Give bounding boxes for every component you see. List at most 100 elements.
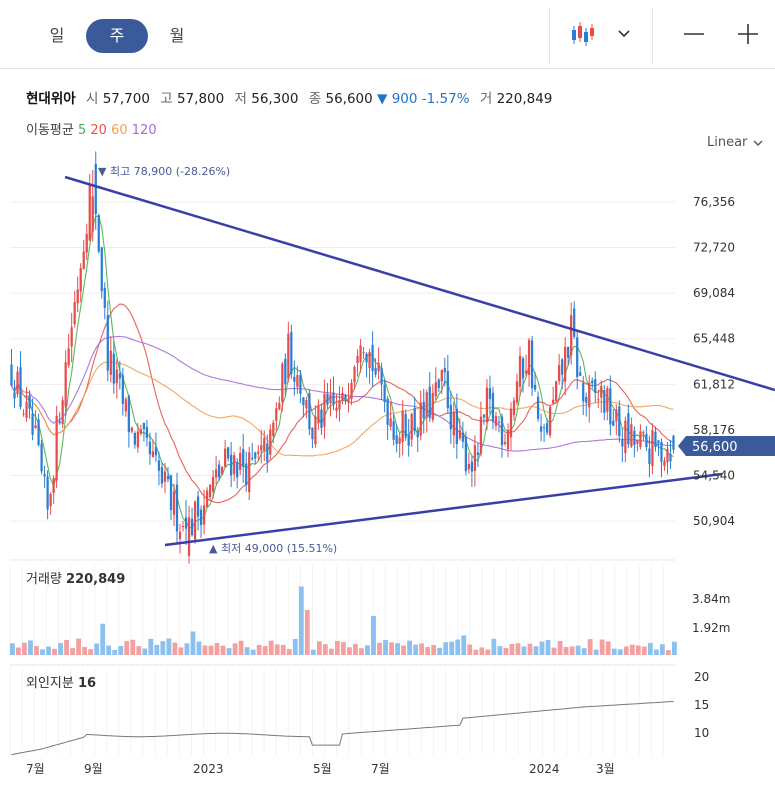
candle bbox=[323, 393, 326, 427]
volume-bar bbox=[629, 644, 635, 655]
candle bbox=[124, 399, 127, 412]
candle bbox=[25, 401, 28, 418]
candle bbox=[518, 355, 522, 387]
candle bbox=[320, 409, 323, 428]
candle bbox=[227, 447, 230, 459]
volume-bar bbox=[593, 649, 599, 655]
zoom-in-icon[interactable] bbox=[728, 14, 768, 54]
candle bbox=[654, 431, 657, 448]
candle bbox=[64, 362, 67, 407]
chevron-down-icon[interactable] bbox=[612, 14, 636, 54]
volume-bar bbox=[443, 642, 449, 655]
candle bbox=[248, 452, 251, 493]
candle bbox=[329, 394, 332, 404]
volume-bar bbox=[160, 641, 166, 655]
volume-bar bbox=[334, 640, 340, 655]
candle bbox=[218, 464, 221, 478]
ma120-label: 120 bbox=[131, 123, 157, 138]
candle bbox=[488, 388, 492, 400]
volume-bar bbox=[16, 647, 21, 655]
candle bbox=[326, 393, 329, 405]
upper-trendline bbox=[64, 175, 775, 392]
volume-bar bbox=[569, 646, 575, 655]
candle bbox=[290, 331, 293, 374]
high-value: 57,800 bbox=[176, 91, 225, 107]
candle bbox=[362, 352, 365, 354]
candle bbox=[512, 400, 516, 416]
candle-type-button[interactable] bbox=[566, 14, 606, 54]
ma120-line bbox=[11, 335, 674, 452]
volume-bar bbox=[298, 586, 304, 655]
candle bbox=[669, 453, 672, 462]
candle bbox=[302, 397, 305, 406]
volume-bar bbox=[563, 646, 569, 655]
candle bbox=[299, 374, 302, 394]
candle bbox=[169, 475, 173, 511]
candle bbox=[88, 185, 91, 241]
volume-bar bbox=[136, 646, 142, 655]
volume-bar bbox=[653, 649, 659, 655]
candle bbox=[233, 455, 236, 475]
candle bbox=[281, 363, 284, 403]
candle bbox=[82, 251, 85, 269]
tab-day[interactable]: 일 bbox=[49, 26, 65, 45]
volume-bar bbox=[353, 643, 358, 655]
candle bbox=[58, 421, 61, 424]
candle bbox=[338, 400, 341, 410]
candle bbox=[431, 393, 434, 420]
volume-bar bbox=[286, 649, 292, 655]
ma5-line bbox=[11, 215, 674, 529]
candle bbox=[392, 421, 395, 440]
candle bbox=[118, 373, 121, 379]
candle bbox=[49, 493, 52, 507]
candle bbox=[615, 409, 618, 422]
candle bbox=[151, 451, 155, 458]
candle bbox=[440, 369, 443, 382]
candle bbox=[76, 289, 79, 304]
volume-bar bbox=[635, 645, 641, 655]
candle bbox=[642, 431, 645, 434]
candle bbox=[666, 448, 669, 463]
foreign-ownership-line bbox=[11, 701, 674, 756]
candle bbox=[600, 385, 603, 398]
candle bbox=[284, 358, 287, 385]
candle bbox=[85, 234, 88, 253]
volume-bar bbox=[172, 642, 178, 655]
candle bbox=[341, 392, 344, 401]
x-label: 2023 bbox=[193, 762, 224, 776]
candle bbox=[461, 432, 464, 442]
scale-mode-button[interactable]: Linear bbox=[707, 135, 764, 150]
volume-bar bbox=[250, 649, 256, 655]
zoom-out-icon[interactable] bbox=[674, 14, 714, 54]
tab-week[interactable]: 주 bbox=[86, 19, 148, 53]
candle bbox=[579, 372, 582, 376]
high-label: 고 bbox=[160, 91, 173, 107]
candle bbox=[588, 382, 591, 408]
candle bbox=[419, 402, 422, 436]
candles bbox=[10, 151, 675, 564]
candle bbox=[515, 381, 519, 403]
candle bbox=[22, 413, 25, 415]
trendlines bbox=[64, 175, 775, 547]
price-axis: 76,356 72,720 69,084 65,448 61,812 58,176 54,5… bbox=[693, 195, 735, 528]
candle bbox=[648, 448, 651, 464]
candle bbox=[332, 392, 335, 405]
volume-bar bbox=[82, 647, 88, 655]
tab-month[interactable]: 월 bbox=[169, 26, 185, 45]
candlestick-icon bbox=[572, 22, 594, 46]
candle bbox=[603, 390, 606, 413]
chevron-down-icon bbox=[753, 140, 763, 146]
candle bbox=[317, 405, 320, 424]
volume-bar bbox=[641, 646, 647, 655]
candle bbox=[555, 381, 558, 402]
candle bbox=[272, 422, 275, 437]
candle bbox=[582, 382, 585, 402]
x-label: 2024 bbox=[529, 762, 560, 776]
y-tick-label: 58,176 bbox=[693, 423, 735, 437]
volume-bar bbox=[455, 639, 461, 655]
volume-bar bbox=[328, 648, 334, 655]
candle bbox=[672, 435, 675, 450]
candle bbox=[263, 438, 266, 451]
candle bbox=[561, 359, 564, 375]
candle bbox=[52, 478, 55, 493]
